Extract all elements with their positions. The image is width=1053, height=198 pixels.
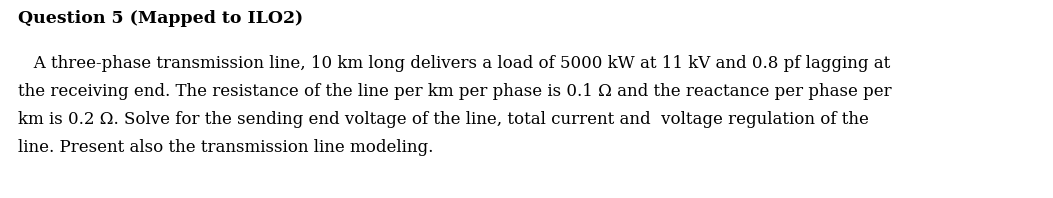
- Text: the receiving end. The resistance of the line per km per phase is 0.1 Ω and the : the receiving end. The resistance of the…: [18, 83, 892, 100]
- Text: line. Present also the transmission line modeling.: line. Present also the transmission line…: [18, 139, 434, 156]
- Text: km is 0.2 Ω. Solve for the sending end voltage of the line, total current and  v: km is 0.2 Ω. Solve for the sending end v…: [18, 111, 869, 128]
- Text: Question 5 (Mapped to ILO2): Question 5 (Mapped to ILO2): [18, 10, 303, 27]
- Text: A three-phase transmission line, 10 km long delivers a load of 5000 kW at 11 kV : A three-phase transmission line, 10 km l…: [18, 55, 890, 72]
